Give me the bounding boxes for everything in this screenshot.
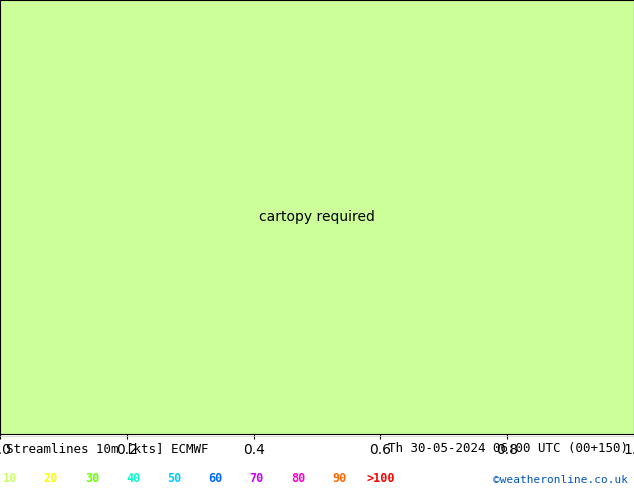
Text: cartopy required: cartopy required	[259, 210, 375, 224]
Text: Streamlines 10m [kts] ECMWF: Streamlines 10m [kts] ECMWF	[6, 442, 209, 455]
Text: 50: 50	[167, 472, 181, 486]
Text: >100: >100	[366, 472, 394, 486]
Text: 60: 60	[209, 472, 223, 486]
Text: 30: 30	[85, 472, 99, 486]
Text: 80: 80	[291, 472, 305, 486]
Text: 40: 40	[126, 472, 140, 486]
Text: 10: 10	[3, 472, 16, 486]
Text: Th 30-05-2024 06:00 UTC (00+150): Th 30-05-2024 06:00 UTC (00+150)	[387, 442, 628, 455]
Text: ©weatheronline.co.uk: ©weatheronline.co.uk	[493, 475, 628, 486]
Text: 90: 90	[332, 472, 346, 486]
Text: 20: 20	[44, 472, 58, 486]
Text: 70: 70	[250, 472, 264, 486]
